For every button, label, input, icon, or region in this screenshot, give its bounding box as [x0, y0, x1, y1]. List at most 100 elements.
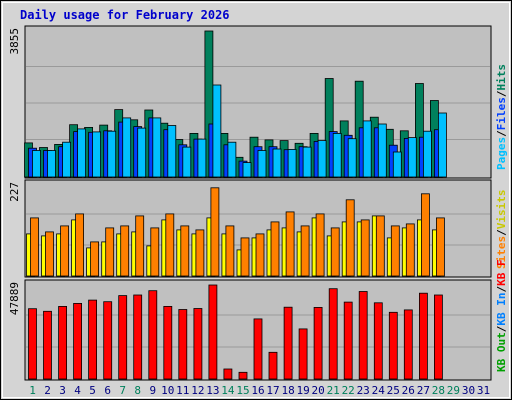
- x-label-day-8: 8: [134, 384, 141, 397]
- chart-title: Daily usage for February 2026: [20, 8, 230, 22]
- x-label-day-10: 10: [161, 384, 174, 397]
- legend-item: KB Out: [495, 332, 508, 372]
- x-label-day-26: 26: [402, 384, 415, 397]
- bar-pages-day-11: [182, 146, 192, 178]
- x-label-day-27: 27: [417, 384, 430, 397]
- bar-pages-day-12: [197, 138, 207, 178]
- bar-pages-day-25: [392, 151, 402, 178]
- panel-bottom-ymax-label: 47889: [8, 282, 21, 315]
- panel-middle-ymax-label: 227: [8, 182, 21, 202]
- legend-item: Visits: [495, 190, 508, 230]
- bar-pages-day-10: [167, 125, 177, 178]
- bar-pages-day-13: [212, 84, 222, 178]
- bar-sites-day-23: [360, 219, 370, 277]
- bar-sites-day-7: [120, 225, 130, 277]
- bar-pages-day-18: [287, 148, 297, 178]
- bar-pages-day-6: [107, 130, 117, 178]
- bar-kb-f-day-26: [403, 309, 413, 380]
- bar-sites-day-18: [285, 211, 295, 277]
- bar-kb-f-day-18: [283, 306, 293, 380]
- bar-kb-f-day-22: [343, 301, 353, 380]
- legend-item: /: [495, 130, 508, 137]
- bar-kb-f-day-11: [178, 309, 188, 380]
- panel-middle-legend: Sites/Visits: [495, 190, 508, 270]
- x-label-day-22: 22: [342, 384, 355, 397]
- x-label-day-18: 18: [281, 384, 294, 397]
- bar-pages-day-1: [32, 150, 41, 178]
- x-label-day-31: 31: [477, 384, 490, 397]
- bar-sites-day-10: [165, 213, 175, 277]
- bar-kb-f-day-27: [418, 292, 428, 380]
- bar-kb-f-day-9: [148, 290, 158, 380]
- x-label-day-3: 3: [59, 384, 66, 397]
- bar-kb-f-day-16: [253, 318, 263, 380]
- legend-item: KB In: [495, 293, 508, 326]
- x-label-day-21: 21: [327, 384, 340, 397]
- bar-kb-f-day-14: [223, 368, 233, 380]
- bar-sites-day-2: [45, 231, 54, 277]
- bar-sites-day-27: [420, 193, 430, 277]
- x-label-day-9: 9: [149, 384, 156, 397]
- bar-sites-day-21: [330, 227, 340, 277]
- bar-sites-day-5: [90, 241, 99, 277]
- x-label-day-28: 28: [432, 384, 445, 397]
- bar-sites-day-8: [135, 215, 145, 277]
- bar-kb-f-day-3: [58, 305, 67, 380]
- panel-bottom-legend: KB Out/KB In/KB F: [495, 259, 508, 372]
- legend-item: Pages: [495, 137, 508, 170]
- bar-pages-day-8: [137, 127, 147, 178]
- bar-sites-day-25: [390, 225, 400, 277]
- bar-pages-day-17: [272, 148, 282, 178]
- x-label-day-29: 29: [447, 384, 460, 397]
- x-label-day-2: 2: [44, 384, 51, 397]
- bar-sites-day-4: [75, 213, 84, 277]
- bar-pages-day-15: [242, 162, 252, 178]
- legend-item: /: [495, 90, 508, 97]
- bar-sites-day-11: [180, 225, 190, 277]
- bar-kb-f-day-2: [43, 310, 52, 380]
- panel-top-ymax-label: 3855: [8, 28, 21, 55]
- bar-sites-day-13: [210, 187, 220, 277]
- bar-sites-day-20: [315, 213, 325, 277]
- bar-pages-day-21: [332, 132, 342, 178]
- x-label-day-19: 19: [296, 384, 309, 397]
- legend-item: Hits: [495, 64, 508, 91]
- bar-kb-f-day-5: [88, 299, 97, 380]
- legend-item: Files: [495, 97, 508, 130]
- bar-pages-day-3: [62, 141, 71, 178]
- bar-kb-f-day-17: [268, 351, 278, 380]
- x-label-day-6: 6: [104, 384, 111, 397]
- bar-sites-day-12: [195, 229, 205, 277]
- bar-sites-day-17: [270, 221, 280, 277]
- bar-kb-f-day-13: [208, 284, 218, 380]
- bar-sites-day-1: [30, 217, 39, 277]
- bar-pages-day-27: [422, 130, 432, 178]
- legend-item: /: [495, 229, 508, 236]
- bar-kb-f-day-25: [388, 311, 398, 380]
- bar-sites-day-15: [240, 237, 250, 277]
- chart-panels: 3855Pages/Files/Hits227Sites/Visits47889…: [8, 25, 508, 381]
- bar-sites-day-14: [225, 225, 235, 277]
- bar-kb-f-day-1: [28, 308, 37, 380]
- bar-pages-day-4: [77, 128, 86, 178]
- panel-bottom: 47889 KB Out/KB In/KB F: [8, 259, 508, 381]
- x-label-day-17: 17: [266, 384, 279, 397]
- bar-pages-day-19: [302, 146, 312, 178]
- x-label-day-25: 25: [387, 384, 400, 397]
- bar-kb-f-day-19: [298, 328, 308, 380]
- bar-pages-day-7: [122, 117, 132, 178]
- bar-sites-day-19: [300, 225, 310, 277]
- bar-pages-day-23: [362, 120, 372, 178]
- bar-sites-day-3: [60, 225, 69, 277]
- bar-sites-day-26: [405, 223, 415, 277]
- bar-sites-day-16: [255, 233, 265, 277]
- bar-sites-day-9: [150, 227, 160, 277]
- x-label-day-12: 12: [191, 384, 204, 397]
- bar-sites-day-28: [435, 217, 445, 277]
- x-label-day-16: 16: [251, 384, 264, 397]
- x-label-day-13: 13: [206, 384, 219, 397]
- bar-pages-day-28: [437, 112, 447, 178]
- bar-pages-day-2: [47, 150, 56, 178]
- bar-kb-f-day-20: [313, 306, 323, 380]
- bar-kb-f-day-28: [433, 294, 443, 380]
